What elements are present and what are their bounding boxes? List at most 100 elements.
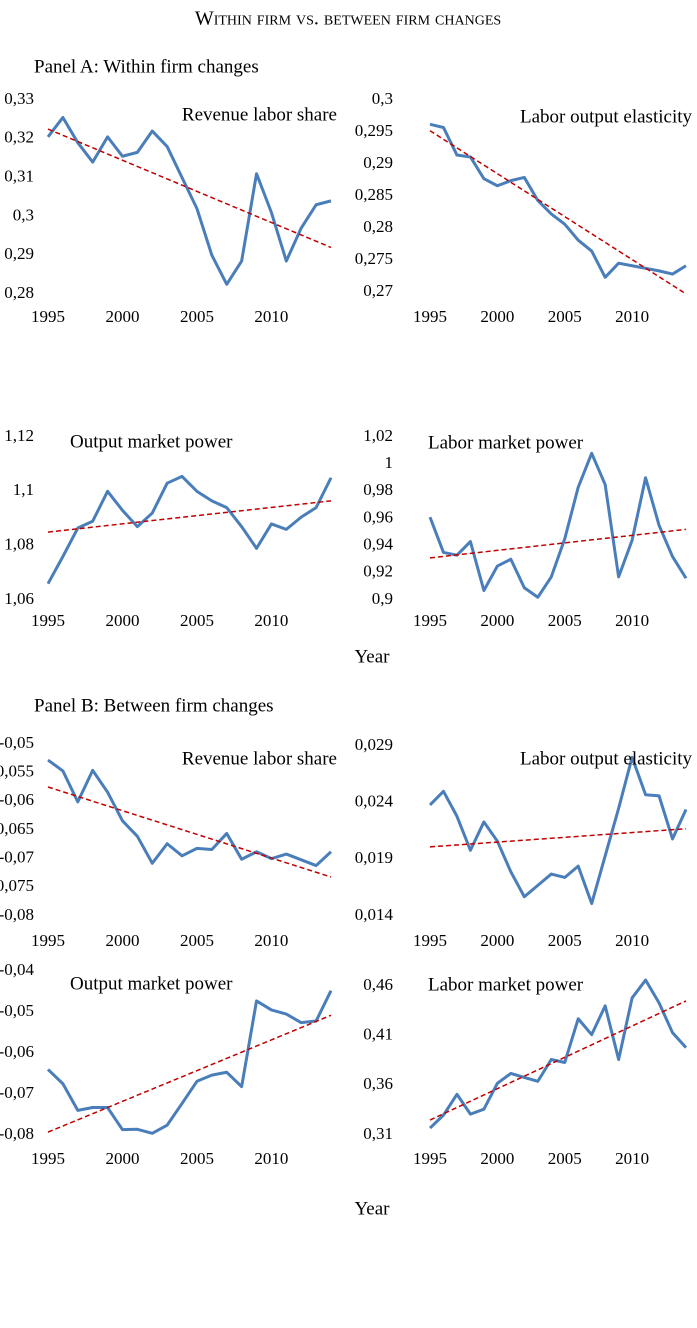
- y-tick-label: 0,46: [363, 975, 393, 994]
- x-tick-label: 1995: [413, 1149, 447, 1168]
- trend-line: [47, 128, 332, 249]
- y-tick-label: -0,08: [0, 905, 34, 924]
- y-tick-label: 0,94: [363, 535, 393, 554]
- y-tick-label: -0,05: [0, 1001, 34, 1020]
- x-tick-label: 2000: [105, 1149, 139, 1168]
- panel-title: Panel A: Within firm changes: [34, 56, 259, 77]
- y-tick-label: -0,055: [0, 762, 34, 781]
- x-tick-label: 2005: [180, 307, 214, 326]
- data-line: [46, 474, 333, 585]
- chart-title: Labor output elasticity: [520, 748, 693, 769]
- y-tick-label: -0,05: [0, 733, 34, 752]
- data-line: [46, 115, 332, 286]
- y-tick-label: 0,285: [355, 185, 393, 204]
- x-tick-label: 2005: [180, 1149, 214, 1168]
- x-tick-label: 2000: [105, 931, 139, 950]
- x-tick-label: 2010: [615, 1149, 649, 1168]
- trend-line: [47, 786, 332, 878]
- y-tick-label: 0,3: [13, 205, 34, 224]
- x-tick-label: 2000: [480, 307, 514, 326]
- chart-title: Labor output elasticity: [520, 106, 693, 127]
- y-tick-label: 1,1: [13, 480, 34, 499]
- x-tick-label: 1995: [413, 611, 447, 630]
- chart-title: Revenue labor share: [182, 748, 337, 769]
- x-tick-label: 2005: [180, 611, 214, 630]
- y-tick-label: 0,92: [363, 562, 393, 581]
- y-tick-label: 0,28: [4, 283, 34, 302]
- x-tick-label: 2005: [548, 931, 582, 950]
- y-tick-label: 0,3: [372, 89, 393, 108]
- y-tick-label: 0,31: [4, 167, 34, 186]
- y-tick-label: 0,32: [4, 128, 34, 147]
- panel-title: Panel B: Between firm changes: [34, 695, 274, 716]
- y-tick-label: 0,41: [363, 1025, 393, 1044]
- x-tick-label: 1995: [413, 931, 447, 950]
- data-line: [47, 758, 333, 868]
- data-line: [46, 990, 333, 1135]
- y-tick-label: 0,33: [4, 89, 34, 108]
- y-tick-label: 1,12: [4, 426, 34, 445]
- x-tick-label: 2000: [480, 931, 514, 950]
- x-tick-label: 2010: [254, 1149, 288, 1168]
- x-tick-label: 2000: [480, 611, 514, 630]
- y-tick-label: -0,065: [0, 819, 34, 838]
- data-line: [429, 122, 687, 279]
- y-tick-label: 0,27: [363, 281, 393, 300]
- x-tick-label: 1995: [413, 307, 447, 326]
- chart-title: Revenue labor share: [182, 104, 337, 125]
- trend-line: [429, 130, 687, 295]
- y-tick-label: 0,295: [355, 121, 393, 140]
- x-axis-label: Year: [354, 1198, 390, 1219]
- x-tick-label: 1995: [31, 611, 65, 630]
- x-tick-label: 2005: [548, 1149, 582, 1168]
- x-tick-label: 2005: [548, 611, 582, 630]
- y-tick-label: 0,019: [355, 848, 393, 867]
- y-tick-label: -0,075: [0, 876, 34, 895]
- y-tick-label: 0,275: [355, 249, 393, 268]
- data-line: [428, 978, 688, 1130]
- y-tick-label: -0,06: [0, 790, 34, 809]
- chart-title: Labor market power: [428, 974, 584, 995]
- y-tick-label: 0,31: [363, 1124, 393, 1143]
- y-tick-label: 0,029: [355, 735, 393, 754]
- trend-line: [429, 528, 687, 559]
- chart-title: Output market power: [70, 431, 233, 452]
- x-tick-label: 2010: [615, 931, 649, 950]
- data-line: [428, 451, 688, 599]
- y-tick-label: 0,98: [363, 480, 393, 499]
- y-tick-label: 0,024: [355, 792, 394, 811]
- x-tick-label: 2005: [548, 307, 582, 326]
- y-tick-label: 0,29: [4, 244, 34, 263]
- x-tick-label: 2000: [480, 1149, 514, 1168]
- y-tick-label: 1: [385, 453, 394, 472]
- x-tick-label: 2010: [254, 307, 288, 326]
- y-tick-label: 1,08: [4, 535, 34, 554]
- y-tick-label: 0,36: [363, 1074, 393, 1093]
- trend-line: [429, 1000, 687, 1121]
- x-tick-label: 2000: [105, 307, 139, 326]
- x-tick-label: 2010: [615, 307, 649, 326]
- trend-line: [429, 827, 687, 848]
- y-tick-label: 0,014: [355, 905, 394, 924]
- x-axis-label: Year: [354, 646, 390, 667]
- x-tick-label: 2000: [105, 611, 139, 630]
- y-tick-label: 0,29: [363, 153, 393, 172]
- data-line: [428, 755, 688, 906]
- y-tick-label: 1,06: [4, 589, 34, 608]
- x-tick-label: 2010: [615, 611, 649, 630]
- y-tick-label: -0,06: [0, 1042, 34, 1061]
- x-tick-label: 1995: [31, 931, 65, 950]
- y-tick-label: -0,07: [0, 848, 34, 867]
- x-tick-label: 1995: [31, 1149, 65, 1168]
- y-tick-label: -0,04: [0, 960, 34, 979]
- chart-title: Labor market power: [428, 432, 584, 453]
- x-tick-label: 2005: [180, 931, 214, 950]
- figure-title: Within firm vs. between firm changes: [195, 8, 501, 30]
- y-tick-label: 0,96: [363, 507, 393, 526]
- y-tick-label: 0,28: [363, 217, 393, 236]
- y-tick-label: 1,02: [363, 426, 393, 445]
- y-tick-label: -0,08: [0, 1124, 34, 1143]
- x-tick-label: 2010: [254, 931, 288, 950]
- y-tick-label: 0,9: [372, 589, 393, 608]
